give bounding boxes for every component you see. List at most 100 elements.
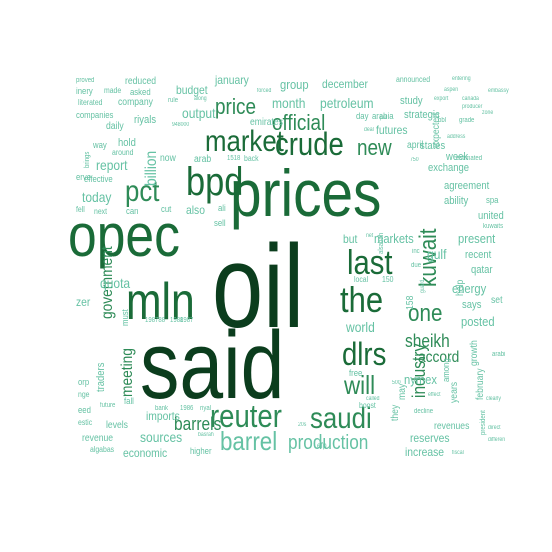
- cloud-word: month: [272, 95, 306, 111]
- cloud-word: back: [244, 154, 259, 163]
- cloud-word: 1986: [180, 405, 194, 412]
- cloud-word: hold: [118, 137, 136, 149]
- cloud-word: strategic: [404, 109, 440, 121]
- cloud-word: effective: [84, 174, 113, 184]
- cloud-word: last: [347, 244, 393, 282]
- cloud-word: efp: [317, 441, 327, 450]
- cloud-word: brings: [84, 151, 91, 169]
- cloud-word: around: [112, 148, 134, 157]
- cloud-word: president: [480, 410, 487, 436]
- cloud-word: 20s: [298, 422, 307, 428]
- cloud-word: price: [215, 94, 257, 119]
- cloud-word: week: [446, 151, 469, 163]
- cloud-word: must: [120, 309, 130, 326]
- cloud-word: arabia: [372, 111, 394, 121]
- cloud-word: estic: [78, 418, 93, 427]
- cloud-word: but: [343, 232, 358, 246]
- cloud-word: ali: [218, 203, 226, 213]
- cloud-word: world: [346, 319, 375, 335]
- cloud-word: exchange: [428, 162, 470, 174]
- cloud-word: company: [118, 97, 153, 108]
- cloud-word: saudi: [310, 402, 372, 435]
- cloud-word: mln: [126, 273, 195, 331]
- cloud-word: rule: [168, 97, 179, 104]
- cloud-word: budget: [176, 83, 208, 97]
- cloud-word: fall: [124, 396, 134, 406]
- cloud-word: differen: [488, 437, 506, 443]
- cloud-word: 750: [410, 157, 419, 163]
- cloud-word: market: [205, 125, 284, 158]
- cloud-word: quota: [100, 275, 131, 291]
- cloud-word: eed: [78, 405, 91, 415]
- cloud-word: daily: [106, 121, 124, 132]
- cloud-word: way: [93, 140, 107, 150]
- cloud-word: increase: [405, 445, 445, 459]
- cloud-word: 1518: [227, 155, 241, 162]
- cloud-word: billion: [143, 150, 160, 187]
- cloud-word: accord: [418, 349, 460, 366]
- cloud-word: arab: [194, 154, 212, 165]
- cloud-word: riyals: [134, 114, 157, 126]
- cloud-word: recent: [465, 249, 492, 261]
- cloud-word: due: [411, 262, 422, 269]
- cloud-word: may: [397, 383, 408, 400]
- cloud-word: higher: [190, 446, 212, 456]
- cloud-word: algabas: [90, 445, 115, 454]
- cloud-word: export: [434, 96, 449, 102]
- cloud-word: april: [407, 140, 424, 151]
- cloud-word: clearly: [486, 396, 501, 402]
- cloud-word: canada: [462, 96, 479, 102]
- cloud-word: nge: [78, 390, 90, 399]
- cloud-word: 198788: [145, 317, 166, 324]
- cloud-word: qatar: [471, 264, 493, 276]
- cloud-word: output: [182, 105, 216, 121]
- cloud-word: aspen: [444, 87, 459, 93]
- cloud-word: riyal: [200, 405, 212, 412]
- cloud-word: report: [96, 157, 128, 173]
- cloud-word: united: [478, 210, 504, 222]
- cloud-word: reduced: [125, 76, 157, 87]
- cloud-word: 948000: [172, 122, 190, 128]
- cloud-word: 158: [405, 295, 416, 310]
- cloud-word: reserves: [410, 431, 450, 445]
- cloud-word: direct: [488, 425, 501, 431]
- cloud-word: grade: [459, 117, 475, 124]
- cloud-word: made: [104, 86, 122, 95]
- cloud-word: future: [100, 402, 116, 409]
- cloud-word: petroleum: [320, 95, 374, 111]
- cloud-word: cut: [161, 204, 172, 214]
- cloud-word: said: [140, 312, 285, 419]
- cloud-word: 1987: [180, 317, 194, 324]
- cloud-word: basrah: [198, 432, 214, 438]
- cloud-word: announced: [396, 75, 431, 84]
- cloud-word: oil: [212, 221, 305, 353]
- cloud-word: they: [390, 404, 401, 421]
- cloud-word: prices: [230, 156, 382, 230]
- cloud-word: decline: [414, 408, 434, 415]
- cloud-word: erve: [76, 172, 92, 182]
- cloud-word: literated: [78, 98, 103, 107]
- cloud-word: next: [94, 207, 108, 216]
- cloud-word: help: [455, 279, 466, 296]
- cloud-word: 500: [392, 380, 401, 386]
- cloud-word: official: [272, 110, 326, 135]
- cloud-word: levels: [106, 420, 128, 431]
- cloud-word: fell: [76, 205, 85, 214]
- cloud-word: the: [340, 279, 384, 320]
- cloud-word: will: [344, 370, 376, 400]
- cloud-word: inery: [76, 86, 93, 96]
- cloud-word: meeting: [119, 348, 136, 398]
- cloud-word: 150: [382, 275, 394, 284]
- cloud-word: along: [194, 96, 207, 102]
- cloud-word: crude: [275, 126, 344, 162]
- cloud-word: asked: [130, 87, 151, 97]
- cloud-word: now: [160, 153, 176, 164]
- cloud-word: embassy: [488, 88, 509, 94]
- cloud-word: companies: [76, 110, 114, 120]
- cloud-word: december: [322, 77, 368, 91]
- cloud-word: imports: [146, 409, 180, 423]
- cloud-word: years: [449, 381, 460, 403]
- cloud-word: proved: [76, 77, 95, 84]
- cloud-word: new: [357, 135, 392, 160]
- cloud-word: producer: [462, 104, 483, 110]
